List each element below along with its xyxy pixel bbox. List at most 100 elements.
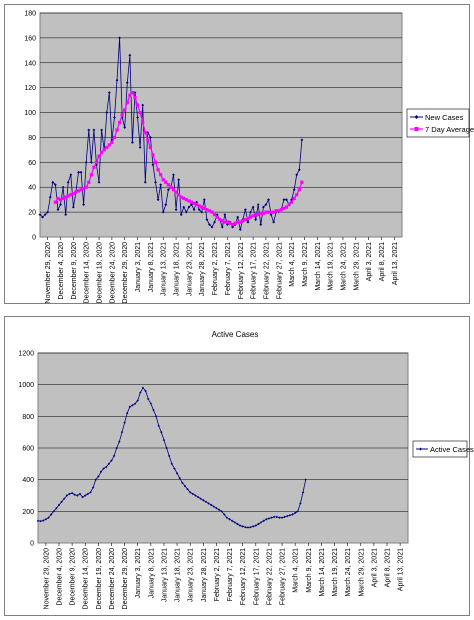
data-point <box>123 108 127 112</box>
x-tick-label: December 14, 2020 <box>83 548 90 610</box>
active-cases-chart: Active Cases 0 200 400 600 800 1000 1200 Novem… <box>18 330 474 610</box>
data-point <box>102 148 106 152</box>
data-point <box>257 522 260 526</box>
data-point <box>182 196 186 201</box>
data-point <box>223 220 227 224</box>
data-point <box>89 491 92 494</box>
data-point <box>259 211 263 215</box>
y-axis-ticks: 0 20 40 60 80 100 120 140 160 180 <box>24 11 36 242</box>
y-tick-label: 120 <box>24 85 36 92</box>
data-point <box>148 145 152 149</box>
data-point <box>113 116 116 119</box>
x-tick-label: March 14, 2021 <box>319 548 326 597</box>
data-point <box>143 180 147 184</box>
data-point <box>153 160 158 164</box>
data-point <box>251 214 255 218</box>
data-point <box>210 210 214 214</box>
x-tick-label: April 13, 2021 <box>392 242 399 285</box>
data-point <box>220 219 224 223</box>
data-point <box>243 208 247 212</box>
data-point <box>71 205 75 209</box>
data-point <box>272 515 276 519</box>
data-point <box>112 135 117 140</box>
data-point <box>192 208 196 212</box>
data-point <box>233 221 237 225</box>
data-point <box>220 510 223 513</box>
x-tick-label: December 29, 2020 <box>122 242 129 304</box>
data-point <box>97 475 100 478</box>
data-point <box>272 220 276 224</box>
data-point <box>76 494 79 497</box>
data-point <box>66 194 70 198</box>
data-point <box>102 467 105 470</box>
data-point <box>254 218 258 221</box>
data-point <box>120 113 124 117</box>
data-point <box>191 492 195 496</box>
data-point <box>84 185 88 189</box>
data-point <box>238 228 242 231</box>
x-tick-label: January 13, 2021 <box>161 548 168 602</box>
data-series <box>38 36 304 231</box>
data-point <box>123 421 126 424</box>
data-point <box>182 205 186 209</box>
x-tick-label: January 8, 2021 <box>148 242 155 292</box>
data-point <box>187 205 191 209</box>
data-point <box>79 188 83 192</box>
data-point <box>107 91 111 95</box>
data-point <box>246 216 250 220</box>
data-point <box>236 522 239 526</box>
data-point <box>261 205 265 209</box>
data-point <box>238 220 242 224</box>
data-point <box>248 215 253 219</box>
data-point <box>65 494 69 497</box>
data-point <box>87 180 91 184</box>
data-point <box>207 502 210 505</box>
data-point <box>197 208 201 212</box>
data-point <box>228 518 231 521</box>
data-point <box>179 195 183 199</box>
data-point <box>282 206 286 210</box>
data-point <box>156 198 160 202</box>
data-point <box>205 218 209 221</box>
y-tick-label: 200 <box>22 509 34 516</box>
data-point <box>74 190 78 194</box>
data-point <box>188 491 192 494</box>
x-tick-label: April 3, 2021 <box>366 242 373 281</box>
data-point <box>200 205 204 209</box>
data-point <box>138 110 142 115</box>
data-point <box>84 160 88 164</box>
data-point <box>141 386 145 390</box>
data-point <box>195 203 199 207</box>
data-point <box>105 465 108 469</box>
data-point <box>159 173 163 177</box>
legend-new-cases-marker <box>414 115 419 119</box>
data-point <box>55 506 58 510</box>
data-point <box>197 204 201 208</box>
x-tick-label: March 9, 2021 <box>302 242 309 287</box>
data-point <box>89 173 93 177</box>
data-point <box>115 446 118 450</box>
data-point <box>99 470 103 473</box>
data-point <box>251 205 255 209</box>
data-point <box>274 209 278 213</box>
y-axis-ticks: 0 200 400 600 800 1000 1200 <box>18 351 34 548</box>
data-point <box>100 128 104 132</box>
x-tick-label: December 9, 2020 <box>70 548 77 606</box>
data-point <box>87 128 91 132</box>
x-tick-label: March 14, 2021 <box>315 242 322 291</box>
data-point <box>79 170 83 174</box>
x-tick-label: January 18, 2021 <box>175 548 182 602</box>
x-tick-label: March 19, 2021 <box>332 548 339 597</box>
data-point <box>107 143 111 147</box>
data-point <box>199 497 202 500</box>
chart-title: Active Cases <box>212 330 259 339</box>
x-tick-label: December 19, 2020 <box>96 548 103 610</box>
data-point <box>136 399 139 402</box>
data-point <box>165 446 168 450</box>
data-point <box>107 462 111 466</box>
x-tick-label: November 29, 2020 <box>45 242 52 304</box>
data-point <box>272 210 276 214</box>
data-point <box>52 510 55 513</box>
data-point <box>204 500 208 504</box>
data-point <box>170 462 174 466</box>
